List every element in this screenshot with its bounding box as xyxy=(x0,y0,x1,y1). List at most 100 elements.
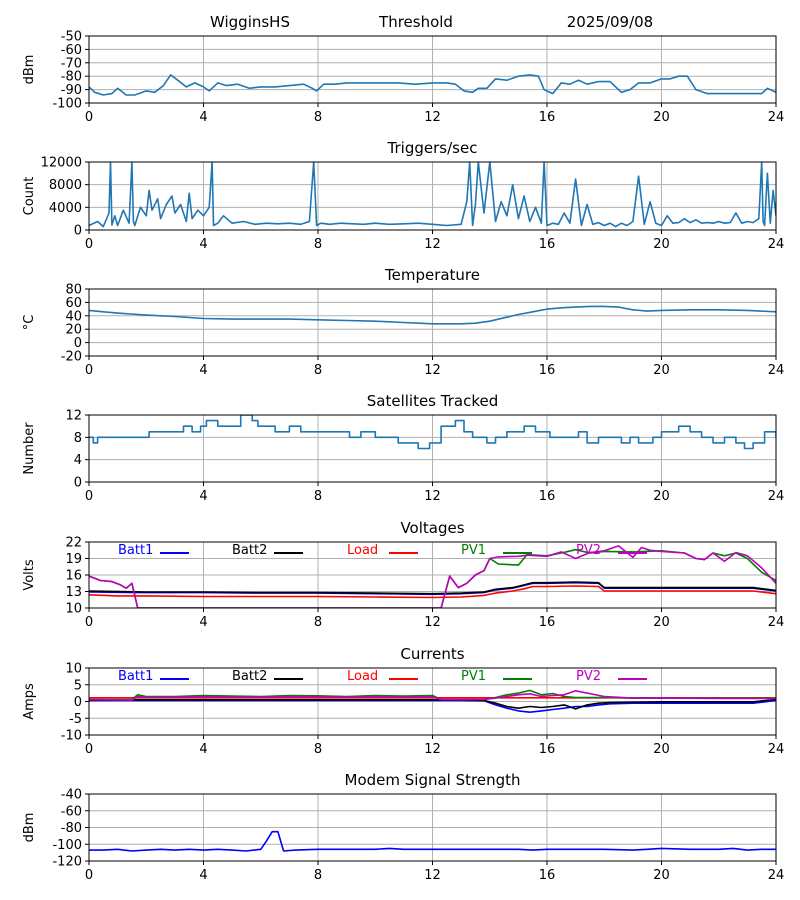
voltages-ytick-label: 16 xyxy=(65,569,82,584)
voltages-ytick-label: 13 xyxy=(65,585,82,600)
temperature-xtick-label: 20 xyxy=(653,363,670,378)
temperature-xtick-label: 12 xyxy=(424,363,441,378)
modem-ytick-label: -40 xyxy=(61,788,82,803)
modem-ytick-label: -120 xyxy=(52,855,82,870)
currents-legend-label-pv1: PV1 xyxy=(461,669,486,684)
temperature-title: Temperature xyxy=(384,266,480,284)
modem-xtick-label: 24 xyxy=(768,868,785,883)
triggers-xtick-label: 20 xyxy=(653,237,670,252)
triggers-xtick-label: 24 xyxy=(768,237,785,252)
rssi-xtick-label: 4 xyxy=(199,110,207,125)
triggers-xtick-label: 4 xyxy=(199,237,207,252)
triggers-series-line xyxy=(89,162,776,228)
rssi-ytick-label: -50 xyxy=(61,30,82,45)
temperature-ylabel: °C xyxy=(22,315,37,331)
satellites-xtick-label: 20 xyxy=(653,489,670,504)
satellites-title: Satellites Tracked xyxy=(367,392,498,410)
rssi-xtick-label: 24 xyxy=(768,110,785,125)
temperature-ytick-label: -20 xyxy=(61,350,82,365)
currents-ytick-label: 10 xyxy=(65,662,82,677)
rssi-ytick-label: -60 xyxy=(61,43,82,58)
modem-ylabel: dBm xyxy=(22,813,37,843)
temperature-ytick-label: 40 xyxy=(65,309,82,324)
currents-legend-label-pv2: PV2 xyxy=(576,669,601,684)
modem-ytick-label: -60 xyxy=(61,804,82,819)
voltages-series-group xyxy=(89,545,776,608)
voltages-series-load xyxy=(89,585,776,599)
temperature-series-group xyxy=(89,305,776,325)
currents-ytick-label: -10 xyxy=(61,729,82,744)
rssi-ytick-label: -100 xyxy=(52,97,82,112)
rssi-xtick-label: 8 xyxy=(314,110,322,125)
triggers-panel: 0 4 8 12 16 20 24 0 4000 8000 12000 Triggers/sec Cou… xyxy=(22,139,784,252)
satellites-series-line xyxy=(89,415,776,450)
satellites-ytick-label: 0 xyxy=(74,476,82,491)
triggers-ytick-label: 12000 xyxy=(41,156,82,171)
voltages-xtick-label: 4 xyxy=(199,615,207,630)
modem-xtick-label: 20 xyxy=(653,868,670,883)
triggers-xtick-label: 0 xyxy=(85,237,93,252)
triggers-ylabel: Count xyxy=(22,177,37,216)
modem-xtick-label: 0 xyxy=(85,868,93,883)
modem-panel: 0 4 8 12 16 20 24 -120 -100 -80 -60-40 Modem Signal… xyxy=(22,771,784,883)
rssi-series-group xyxy=(89,74,776,96)
satellites-xtick-label: 24 xyxy=(768,489,785,504)
currents-series-pv2 xyxy=(89,689,776,702)
currents-ytick-label: -5 xyxy=(69,712,82,727)
satellites-xtick-label: 0 xyxy=(85,489,93,504)
modem-xtick-label: 8 xyxy=(314,868,322,883)
currents-legend-label-load: Load xyxy=(347,669,378,684)
satellites-ylabel: Number xyxy=(22,422,37,475)
rssi-series-line xyxy=(89,74,776,96)
temperature-xtick-label: 24 xyxy=(768,363,785,378)
modem-series-line xyxy=(89,830,776,852)
modem-xtick-label: 12 xyxy=(424,868,441,883)
satellites-panel: 0 4 8 12 16 20 24 0 4 8 12 Satellites Tracked Number xyxy=(22,392,784,504)
rssi-ytick-label: -90 xyxy=(61,83,82,98)
currents-xtick-label: 20 xyxy=(653,742,670,757)
rssi-ytick-label: -70 xyxy=(61,56,82,71)
voltages-title: Voltages xyxy=(400,519,464,537)
rssi-xtick-label: 20 xyxy=(653,110,670,125)
currents-legend-label-batt1: Batt1 xyxy=(118,669,153,684)
rssi-xtick-label: 0 xyxy=(85,110,93,125)
triggers-ytick-label: 4000 xyxy=(49,201,82,216)
satellites-ytick-label: 4 xyxy=(74,453,82,468)
voltages-ytick-label: 22 xyxy=(65,536,82,551)
currents-ylabel: Amps xyxy=(22,683,37,720)
modem-xtick-label: 4 xyxy=(199,868,207,883)
voltages-xtick-label: 8 xyxy=(314,615,322,630)
rssi-ytick-label: -80 xyxy=(61,70,82,85)
voltages-series-pv2 xyxy=(89,545,776,608)
modem-series-group xyxy=(89,830,776,852)
report-date: 2025/09/08 xyxy=(567,13,653,31)
voltages-xtick-label: 24 xyxy=(768,615,785,630)
triggers-xtick-label: 16 xyxy=(539,237,556,252)
satellites-xtick-label: 4 xyxy=(199,489,207,504)
currents-series-group xyxy=(89,689,776,714)
currents-ytick-label: 0 xyxy=(74,695,82,710)
triggers-title: Triggers/sec xyxy=(387,139,478,157)
voltages-legend-label-batt1: Batt1 xyxy=(118,543,153,558)
satellites-xtick-label: 8 xyxy=(314,489,322,504)
voltages-legend-label-pv1: PV1 xyxy=(461,543,486,558)
temperature-ytick-label: 20 xyxy=(65,323,82,338)
modem-ytick-label: -80 xyxy=(61,821,82,836)
voltages-ytick-label: 10 xyxy=(65,602,82,617)
voltages-xtick-label: 16 xyxy=(539,615,556,630)
currents-xtick-label: 4 xyxy=(199,742,207,757)
currents-xtick-label: 8 xyxy=(314,742,322,757)
currents-legend-label-batt2: Batt2 xyxy=(232,669,267,684)
temperature-ytick-label: 80 xyxy=(65,283,82,298)
rssi-xtick-label: 16 xyxy=(539,110,556,125)
modem-title: Modem Signal Strength xyxy=(345,771,521,789)
modem-xtick-label: 16 xyxy=(539,868,556,883)
trigger-mode: Threshold xyxy=(378,13,453,31)
voltages-xtick-label: 20 xyxy=(653,615,670,630)
triggers-xtick-label: 12 xyxy=(424,237,441,252)
